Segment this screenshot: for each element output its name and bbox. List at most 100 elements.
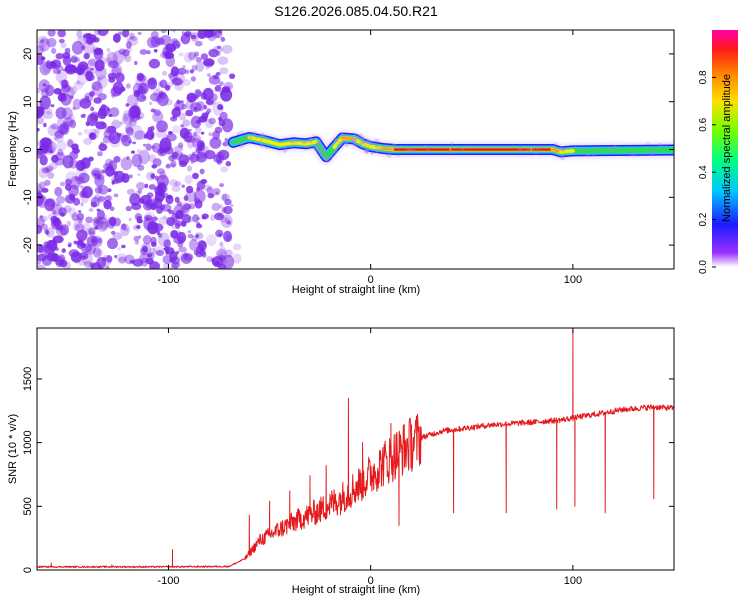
noise-blob (125, 205, 132, 212)
noise-blob (223, 230, 232, 243)
noise-blob (42, 83, 47, 87)
noise-blob (116, 253, 128, 262)
noise-blob (232, 253, 242, 264)
noise-blob (144, 183, 149, 189)
noise-blob (174, 100, 185, 112)
noise-blob (150, 125, 155, 131)
noise-blob (147, 251, 155, 260)
noise-blob (41, 255, 53, 266)
noise-blob (180, 124, 185, 128)
ridge-speckle (450, 142, 454, 145)
noise-blob (163, 239, 171, 249)
noise-blob (199, 248, 206, 256)
noise-blob (171, 185, 181, 192)
noise-blob (62, 55, 72, 66)
noise-blob (195, 40, 203, 47)
ridge-speckle (336, 143, 340, 146)
noise-blob (117, 247, 122, 251)
noise-blob (195, 120, 201, 124)
noise-blob (160, 30, 167, 34)
noise-blob (213, 87, 218, 93)
noise-blob (195, 147, 201, 154)
noise-blob (212, 101, 224, 116)
noise-blob (131, 202, 142, 211)
noise-blob (91, 81, 103, 96)
colorbar-tick-label: 0.6 (698, 117, 709, 131)
noise-blob (136, 182, 146, 190)
noise-blob (143, 143, 147, 147)
noise-blob (53, 217, 58, 221)
noise-blob (132, 141, 137, 145)
noise-blob (39, 95, 51, 110)
noise-blob (60, 181, 66, 187)
noise-blob (165, 247, 175, 255)
noise-blob (66, 220, 71, 227)
spectrogram-y-tick-label: -20 (22, 237, 34, 253)
noise-blob (70, 55, 79, 64)
noise-blob (72, 223, 80, 231)
ridge-speckle (531, 147, 535, 152)
ridge-speckle (374, 138, 379, 143)
ridge-speckle (332, 137, 338, 142)
noise-blob (170, 265, 178, 269)
noise-blob (125, 126, 134, 136)
noise-blob (192, 214, 200, 223)
noise-blob (55, 151, 65, 161)
ridge-speckle (345, 133, 349, 137)
noise-blob (232, 243, 242, 251)
noise-blob (206, 99, 215, 105)
ridge-speckle (406, 146, 412, 152)
noise-blob (195, 234, 199, 238)
noise-blob (37, 45, 44, 55)
noise-blob (37, 127, 40, 132)
noise-blob (190, 160, 195, 164)
noise-blob (188, 51, 196, 61)
noise-blob (121, 134, 132, 147)
ridge-speckle (423, 144, 428, 149)
noise-blob (132, 258, 144, 267)
ridge-speckle (268, 147, 272, 150)
noise-blob (38, 37, 51, 52)
noise-blob (93, 128, 101, 134)
noise-blob (220, 88, 233, 102)
noise-blob (181, 31, 185, 35)
ridge-speckle (259, 138, 263, 142)
spectrogram-x-tick-label: -100 (157, 274, 179, 286)
ridge-speckle (256, 141, 258, 144)
noise-blob (51, 47, 57, 55)
noise-blob (103, 199, 112, 210)
noise-blob (40, 223, 48, 230)
noise-blob (41, 187, 49, 193)
noise-blob (164, 98, 173, 106)
noise-blob (107, 60, 119, 69)
snr-x-tick-label: 0 (368, 575, 374, 587)
noise-blob (182, 119, 191, 127)
noise-blob (41, 167, 50, 174)
noise-blob (174, 220, 183, 227)
noise-blob (73, 217, 83, 229)
noise-blob (78, 132, 83, 136)
ridge-speckle (342, 140, 348, 145)
noise-blob (179, 37, 186, 42)
snr-frame (36, 327, 675, 571)
noise-blob (196, 217, 201, 220)
noise-blob (123, 110, 130, 120)
ridge-speckle (664, 143, 667, 146)
ridge-speckle (592, 153, 596, 157)
ridge-speckle (365, 140, 370, 144)
ridge-speckle (252, 131, 257, 136)
noise-blob (96, 77, 102, 82)
snr-x-axis: -100 0 100 (157, 328, 582, 587)
noise-blob (97, 151, 103, 157)
noise-blob (40, 44, 47, 52)
noise-blob (136, 149, 141, 154)
noise-blob (97, 237, 102, 244)
noise-blob (59, 224, 70, 236)
ridge-hot-core (559, 149, 575, 154)
noise-blob (50, 202, 63, 216)
noise-blob (165, 163, 171, 169)
ridge-speckle (552, 145, 555, 148)
noise-blob (91, 81, 102, 91)
noise-blob (204, 60, 214, 68)
noise-blob (45, 227, 55, 238)
